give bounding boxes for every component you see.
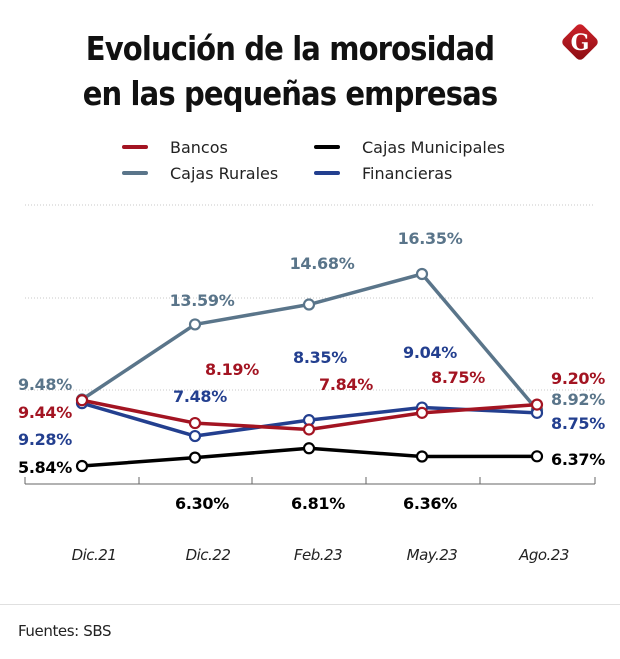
brand-logo-icon: G: [562, 24, 598, 60]
data-point: [188, 429, 202, 443]
legend-item-cajas-municipales: Cajas Municipales: [314, 135, 505, 159]
data-label: 6.30%: [175, 494, 229, 513]
legend-item-bancos: Bancos: [122, 135, 228, 159]
source-note: Fuentes: SBS: [18, 622, 112, 640]
data-label: 8.75%: [551, 414, 605, 433]
legend-item-financieras: Financieras: [314, 161, 452, 185]
data-label: 7.84%: [319, 375, 373, 394]
data-label: 6.81%: [291, 494, 345, 513]
data-label: 8.92%: [551, 390, 605, 409]
data-point: [302, 298, 316, 311]
data-label: 14.68%: [290, 254, 355, 273]
data-point: [75, 459, 89, 473]
legend-label: Financieras: [362, 163, 453, 183]
data-label: 8.75%: [431, 368, 485, 387]
data-label: 13.59%: [170, 291, 235, 310]
chart-title: Evolución de la morosidad en las pequeña…: [35, 26, 545, 116]
legend-swatch-financieras: [314, 171, 340, 175]
logo-letter: G: [571, 30, 590, 56]
data-label: 5.84%: [18, 458, 72, 477]
data-point: [188, 318, 202, 331]
legend: Bancos Cajas Municipales Cajas Rurales F…: [0, 135, 620, 191]
legend-item-cajas-rurales: Cajas Rurales: [122, 161, 278, 185]
data-point: [530, 450, 544, 463]
x-tick-label: Dic.22: [186, 546, 231, 564]
data-point: [415, 267, 429, 281]
footer-divider: [0, 604, 620, 605]
data-label: 9.28%: [18, 430, 72, 449]
data-label: 6.37%: [551, 450, 605, 469]
data-label: 16.35%: [398, 229, 463, 248]
legend-swatch-cajas-municipales: [314, 145, 340, 149]
legend-label: Cajas Municipales: [362, 137, 506, 157]
line-chart: Dic.21 Dic.22 Feb.23 May.23 Ago.23 9.44% 8.19%…: [18, 204, 606, 564]
legend-swatch-cajas-rurales: [122, 171, 148, 175]
x-tick-label: Ago.23: [518, 546, 569, 564]
data-point: [75, 394, 89, 407]
data-point: [530, 398, 544, 411]
data-label: 9.20%: [551, 369, 605, 388]
data-point: [188, 451, 202, 464]
legend-label: Cajas Rurales: [170, 163, 279, 183]
data-point: [415, 450, 429, 463]
x-tick-label: Dic.21: [72, 546, 117, 564]
title-line-2: en las pequeñas empresas: [82, 74, 498, 113]
x-tick-label: Feb.23: [294, 546, 342, 564]
legend-label: Bancos: [170, 137, 228, 157]
x-tick-label: May.23: [407, 546, 458, 564]
legend-swatch-bancos: [122, 145, 148, 149]
data-label: 9.48%: [18, 375, 72, 394]
data-label: 6.36%: [403, 494, 457, 513]
data-label: 9.04%: [403, 343, 457, 362]
data-point: [302, 423, 316, 436]
data-point: [415, 406, 429, 419]
data-point: [188, 416, 202, 430]
data-point: [302, 442, 316, 455]
data-label: 8.19%: [205, 360, 259, 379]
data-label: 8.35%: [293, 348, 347, 367]
data-label: 7.48%: [173, 387, 227, 406]
title-line-1: Evolución de la morosidad: [85, 29, 495, 68]
series-line-cajas-rurales: [81, 272, 539, 411]
data-label: 9.44%: [18, 403, 72, 422]
